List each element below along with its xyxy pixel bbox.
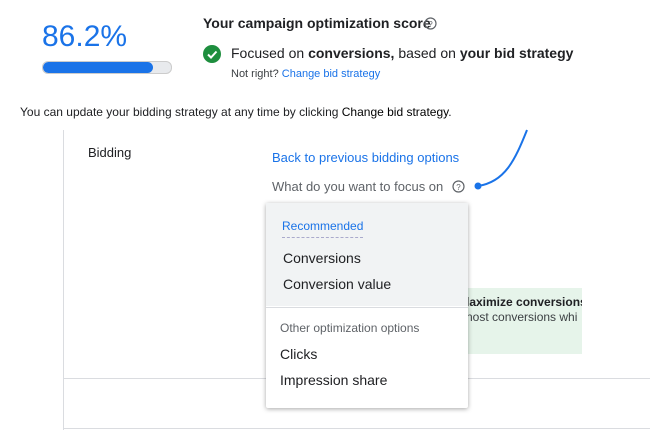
option[interactable]: Conversions	[283, 250, 361, 266]
text: You can update your bidding strategy at …	[20, 105, 342, 119]
divider	[266, 307, 468, 308]
divider	[63, 130, 64, 430]
help-icon: ?	[424, 17, 437, 30]
text: .	[448, 105, 452, 119]
text: Focused on	[231, 45, 309, 61]
bidding-label: Bidding	[88, 145, 132, 160]
header-title: Your campaign optimization score	[203, 15, 431, 31]
recommended-section	[266, 203, 468, 306]
text: based on	[394, 45, 460, 61]
recommended-heading: Recommended	[282, 219, 364, 238]
option[interactable]: Conversion value	[283, 276, 392, 292]
card-text: nost conversions whi	[466, 310, 578, 324]
score-bar	[42, 61, 172, 74]
other-heading: Other optimization options	[280, 321, 420, 335]
dropdown: Recommended Conversions Conversion value…	[266, 203, 468, 408]
text: Change bid strategy	[341, 105, 449, 119]
note: You can update your bidding strategy at …	[20, 105, 452, 119]
score-label: 86.2%	[42, 20, 128, 53]
change-link[interactable]: Change bid strategy	[281, 68, 381, 80]
divider	[63, 428, 650, 429]
svg-text:?: ?	[456, 183, 461, 192]
text: Not right?	[231, 68, 279, 80]
option[interactable]: Impression share	[280, 372, 388, 388]
text: conversions,	[308, 45, 395, 61]
back-link[interactable]: Back to previous bidding options	[272, 150, 460, 165]
option[interactable]: Clicks	[280, 346, 318, 362]
card-title: laximize conversions	[466, 295, 582, 309]
question: What do you want to focus on	[272, 179, 444, 194]
help-icon: ?	[452, 180, 465, 193]
score-bar-fill	[43, 62, 154, 73]
text: your bid strategy	[459, 45, 574, 61]
svg-text:?: ?	[428, 20, 433, 29]
focus-line: Focused on conversions, based on your bi…	[231, 45, 573, 61]
not-right: Not right? Change bid strategy	[231, 68, 380, 80]
check-icon	[203, 45, 221, 63]
